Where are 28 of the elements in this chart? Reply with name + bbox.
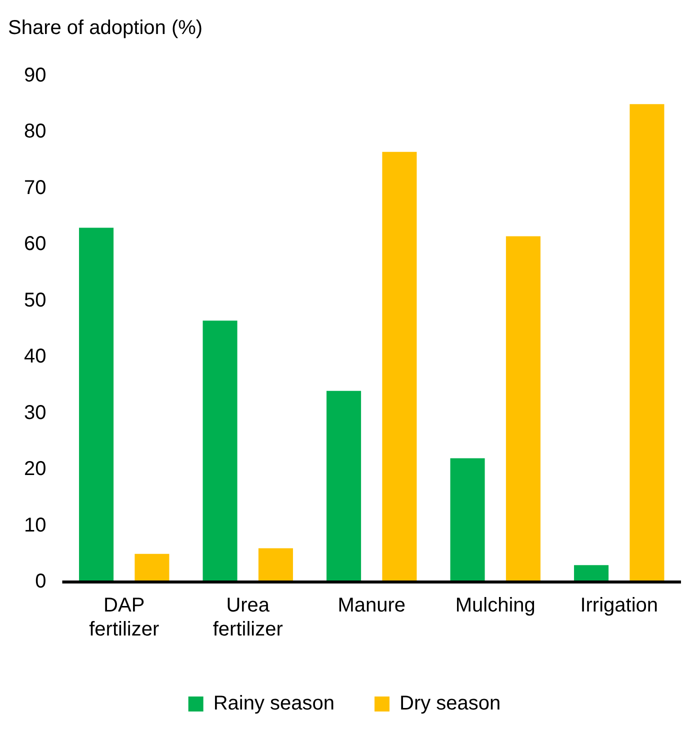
y-tick-label: 30 — [24, 402, 46, 424]
y-tick-label: 90 — [24, 64, 46, 87]
y-tick-label: 50 — [24, 289, 46, 312]
x-tick-label: Mulching — [455, 594, 536, 617]
bar — [506, 236, 540, 582]
y-tick-label: 70 — [24, 176, 46, 199]
x-tick-label: DAP fertilizer — [89, 594, 160, 641]
y-tick-label: 10 — [24, 514, 46, 536]
bar — [450, 458, 485, 582]
y-tick-label: 60 — [24, 233, 46, 256]
y-tick-label: 40 — [24, 346, 46, 368]
x-tick-label: Manure — [338, 594, 406, 617]
bar — [326, 390, 362, 582]
bar — [258, 548, 293, 582]
legend-label: Dry season — [400, 692, 501, 715]
y-tick-label: 20 — [24, 458, 46, 480]
bar — [382, 152, 417, 582]
bar — [79, 228, 114, 582]
y-axis-title: Share of adoption (%) — [8, 16, 204, 41]
bar — [202, 320, 238, 582]
y-tick-label: 80 — [24, 120, 46, 143]
bar — [630, 104, 664, 582]
bar — [574, 565, 609, 582]
x-tick-label: Urea fertilizer — [212, 594, 284, 641]
x-tick-label: Irrigation — [580, 594, 658, 617]
y-tick-label: 0 — [35, 570, 46, 593]
legend-label: Rainy season — [213, 692, 335, 715]
bar — [134, 554, 170, 582]
